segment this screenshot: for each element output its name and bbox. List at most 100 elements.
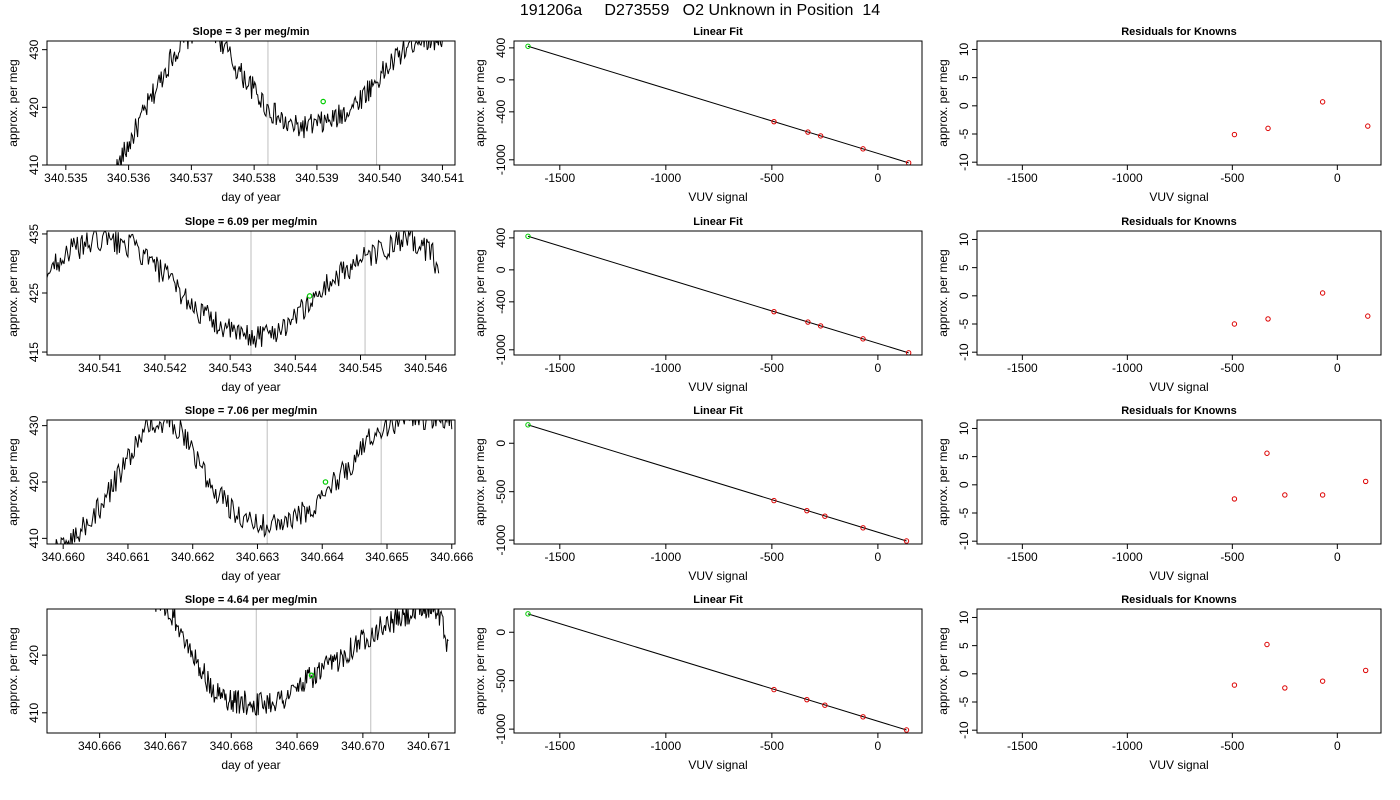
x-tick-label: 340.662 xyxy=(171,550,215,564)
y-tick-label: -1000 xyxy=(494,713,508,744)
y-tick-label: -500 xyxy=(494,668,508,692)
unknown-point xyxy=(525,611,531,617)
y-tick-label: 10 xyxy=(957,421,971,435)
y-tick-label: 0 xyxy=(494,629,508,636)
x-tick-label: 340.541 xyxy=(78,361,122,375)
data-point xyxy=(905,160,912,165)
x-tick-label: 0 xyxy=(1334,361,1341,375)
data-layer xyxy=(116,41,452,165)
data-point xyxy=(804,507,810,514)
data-layer xyxy=(155,609,449,733)
y-axis-label: approx. per meg xyxy=(473,627,487,714)
chart-title: Residuals for Knowns xyxy=(1121,26,1237,38)
data-point xyxy=(771,497,777,504)
data-point xyxy=(817,133,824,139)
plot-frame xyxy=(513,40,923,166)
x-tick-label: -1000 xyxy=(1112,550,1143,564)
chart-title: Residuals for Knowns xyxy=(1121,594,1237,606)
data-point xyxy=(1319,492,1326,498)
data-point xyxy=(860,336,866,342)
chart-panel: Slope = 6.09 per meg/min 340.541 340.542 34… xyxy=(6,216,456,394)
chart-title: Linear Fit xyxy=(693,594,743,606)
unknown-point xyxy=(308,672,315,679)
y-axis-label: approx. per meg xyxy=(6,59,20,146)
unknown-point xyxy=(320,98,326,105)
y-tick-label: -10 xyxy=(957,343,971,361)
plot-frame xyxy=(513,419,923,545)
x-tick-label: 340.666 xyxy=(78,739,122,753)
x-axis-label: day of year xyxy=(221,380,280,394)
y-tick-label: 425 xyxy=(27,283,41,303)
x-axis-label: VUV signal xyxy=(688,569,747,583)
y-tick-label: 435 xyxy=(27,224,41,244)
x-axis-label: day of year xyxy=(221,758,280,772)
x-tick-label: 340.545 xyxy=(339,361,383,375)
y-tick-label: -1000 xyxy=(494,334,508,365)
x-tick-label: -500 xyxy=(760,171,784,185)
y-tick-label: 420 xyxy=(27,97,41,117)
plot-area: Linear Fit -1500 -1000 -500 0 -1000 -400 0 400 VU… xyxy=(473,216,923,394)
data-point xyxy=(903,538,910,544)
figure-title: 191206a D273559 O2 Unknown in Position 1… xyxy=(519,2,881,19)
x-tick-label: 340.543 xyxy=(208,361,252,375)
data-point xyxy=(1362,478,1369,485)
plot-area: Linear Fit -1500 -1000 -500 0 -1000 -500 0 VUV s… xyxy=(473,405,923,583)
unknown-point xyxy=(322,479,329,485)
y-axis-label: approx. per meg xyxy=(473,438,487,525)
y-axis-label: approx. per meg xyxy=(473,59,487,146)
y-tick-label: 0 xyxy=(957,292,971,299)
data-trace xyxy=(47,231,440,348)
chart-title: Linear Fit xyxy=(693,405,743,417)
x-tick-label: 340.539 xyxy=(295,171,339,185)
x-axis-label: VUV signal xyxy=(1149,569,1208,583)
plot-area: Slope = 7.06 per meg/min 340.660 340.661 34… xyxy=(6,405,474,583)
data-point xyxy=(1365,123,1371,129)
y-tick-label: -400 xyxy=(494,100,508,124)
data-point xyxy=(804,696,810,703)
x-axis-label: VUV signal xyxy=(688,380,747,394)
y-tick-label: -10 xyxy=(957,532,971,550)
x-tick-label: 0 xyxy=(875,361,882,375)
x-tick-label: 340.537 xyxy=(170,171,214,185)
chart-title: Linear Fit xyxy=(693,216,743,228)
y-tick-label: 400 xyxy=(494,228,508,248)
y-axis-label: approx. per meg xyxy=(936,438,950,525)
data-layer xyxy=(525,43,912,165)
data-point xyxy=(771,118,777,125)
x-axis-label: VUV signal xyxy=(688,190,747,204)
data-layer xyxy=(525,611,910,733)
chart-panel: Residuals for Knowns -1500 -1000 -500 0 -10 -5… xyxy=(936,594,1382,772)
y-tick-label: 420 xyxy=(27,472,41,492)
data-point xyxy=(771,686,777,693)
fit-line xyxy=(527,424,907,542)
unknown-point xyxy=(525,422,531,428)
x-tick-label: 340.535 xyxy=(44,171,88,185)
x-tick-label: 340.668 xyxy=(210,739,254,753)
x-tick-label: 340.669 xyxy=(275,739,319,753)
y-tick-label: 430 xyxy=(27,39,41,59)
y-tick-label: -10 xyxy=(957,153,971,171)
plot-area: Residuals for Knowns -1500 -1000 -500 0 -10 -5… xyxy=(936,594,1382,772)
y-tick-label: -1000 xyxy=(494,144,508,175)
y-tick-label: -5 xyxy=(957,507,971,518)
data-point xyxy=(1282,492,1288,498)
x-tick-label: 340.664 xyxy=(301,550,345,564)
plot-area: Residuals for Knowns -1500 -1000 -500 0 -10 -5… xyxy=(936,216,1382,394)
x-tick-label: 0 xyxy=(875,739,882,753)
y-tick-label: 400 xyxy=(494,38,508,58)
data-layer xyxy=(55,420,453,544)
y-tick-label: 5 xyxy=(957,642,971,649)
x-tick-label: 340.666 xyxy=(430,550,474,564)
chart-panel: Linear Fit -1500 -1000 -500 0 -1000 -400 0 400 VU… xyxy=(473,216,923,394)
x-axis-label: VUV signal xyxy=(1149,380,1208,394)
y-axis-label: approx. per meg xyxy=(936,249,950,336)
chart-panel: Linear Fit -1500 -1000 -500 0 -1000 -500 0 VUV s… xyxy=(473,594,923,772)
x-axis-label: VUV signal xyxy=(1149,758,1208,772)
x-tick-label: -500 xyxy=(1220,550,1244,564)
y-tick-label: 10 xyxy=(957,610,971,624)
fit-line xyxy=(527,45,909,164)
data-point xyxy=(1264,450,1270,456)
y-tick-label: -500 xyxy=(494,479,508,503)
x-tick-label: 340.546 xyxy=(404,361,448,375)
data-point xyxy=(817,323,824,329)
